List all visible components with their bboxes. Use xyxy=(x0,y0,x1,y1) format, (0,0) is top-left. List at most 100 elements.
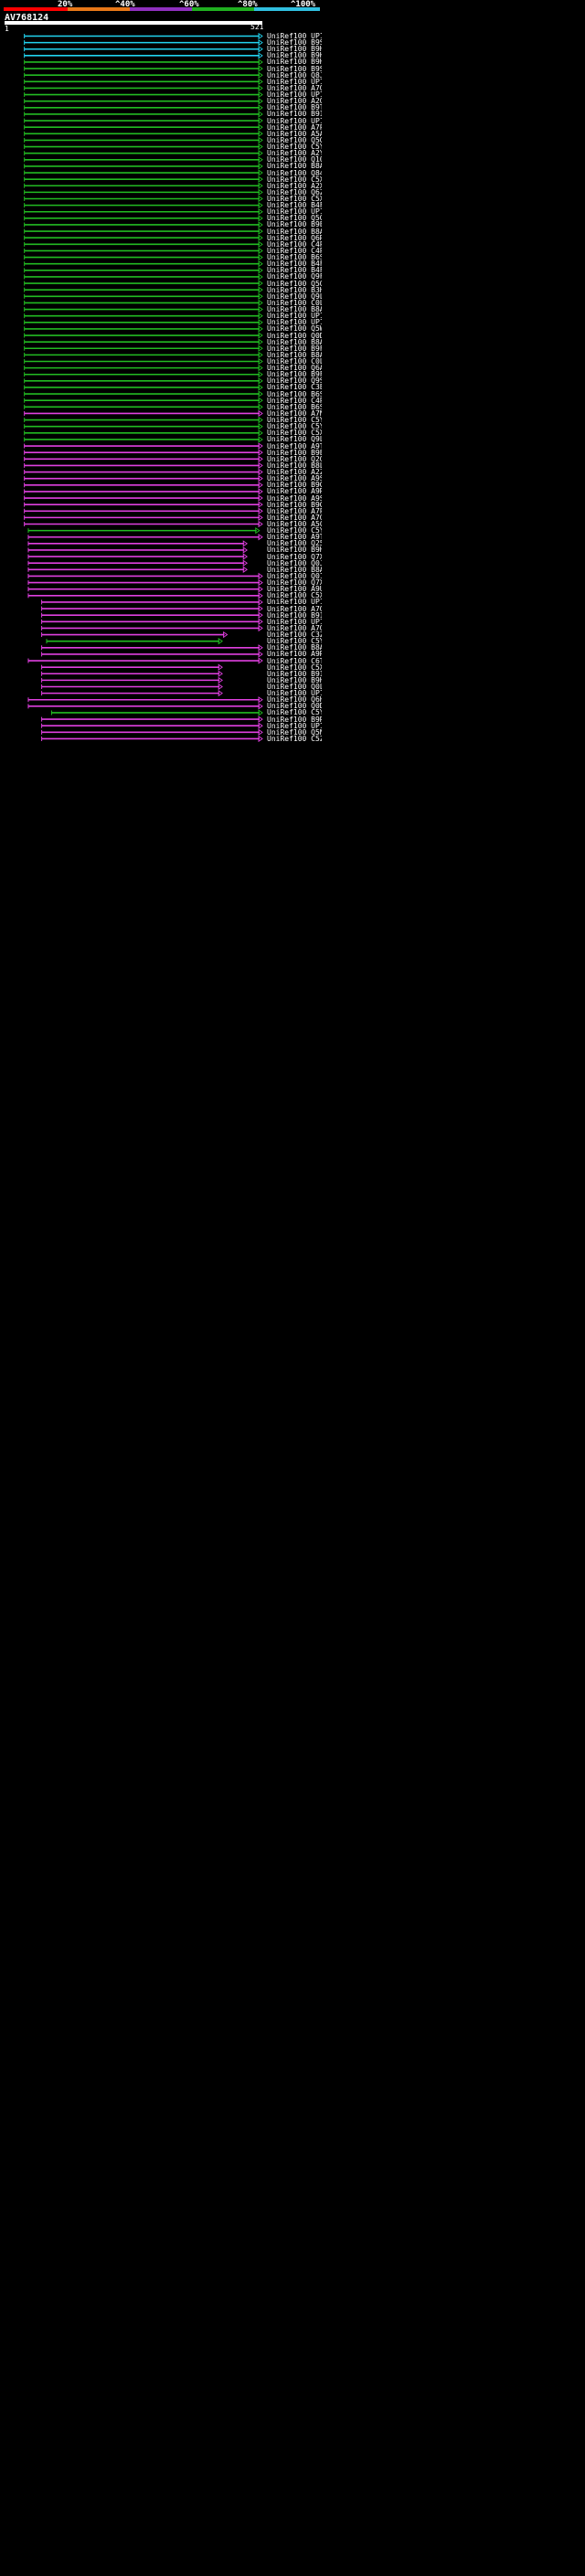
hit-bar[interactable] xyxy=(24,188,263,196)
hit-bar[interactable] xyxy=(41,644,263,652)
hit-label[interactable]: UniRef100_UP1000... xyxy=(267,313,322,320)
hit-label[interactable]: UniRef100_C5XL60 xyxy=(267,429,322,437)
hit-bar[interactable] xyxy=(27,566,249,574)
hit-bar[interactable] xyxy=(24,90,263,99)
hit-label[interactable]: UniRef100_B8A7N1 xyxy=(267,228,322,235)
hit-label[interactable]: UniRef100_B4F901 xyxy=(267,267,322,274)
hit-bar[interactable] xyxy=(24,468,263,476)
hit-bar[interactable] xyxy=(41,683,223,691)
hit-label[interactable]: UniRef100_C4PRU1 xyxy=(267,397,322,404)
hit-label[interactable]: UniRef100_B9I1X5 xyxy=(267,111,322,118)
hit-label[interactable]: UniRef100_Q259R0 xyxy=(267,540,322,547)
hit-bar[interactable] xyxy=(24,299,263,307)
hit-label[interactable]: UniRef100_Q0DZC2 xyxy=(267,703,322,710)
hit-label[interactable]: UniRef100_UP1000... xyxy=(267,33,322,39)
hit-label[interactable]: UniRef100_C5YWN8 xyxy=(267,527,322,535)
hit-label[interactable]: UniRef100_A2ZH86 xyxy=(267,469,322,476)
hit-bar[interactable] xyxy=(24,273,263,281)
hit-label[interactable]: UniRef100_Q6ATX3 xyxy=(267,365,322,372)
hit-label[interactable]: UniRef100_UP1000... xyxy=(267,91,322,99)
hit-label[interactable]: UniRef100_B9G0X0 xyxy=(267,482,322,489)
hit-bar[interactable] xyxy=(41,611,263,619)
hit-bar[interactable] xyxy=(24,260,263,268)
hit-label[interactable]: UniRef100_Q5Q1M6 xyxy=(267,280,322,287)
hit-label[interactable]: UniRef100_A7QFC1 xyxy=(267,624,322,631)
hit-bar[interactable] xyxy=(27,540,249,547)
hit-bar[interactable] xyxy=(27,534,263,541)
hit-label[interactable]: UniRef100_B4FRW7 xyxy=(267,202,322,209)
hit-bar[interactable] xyxy=(24,507,263,514)
hit-label[interactable]: UniRef100_Q0JEK0 xyxy=(267,559,322,567)
hit-bar[interactable] xyxy=(24,123,263,131)
hit-label[interactable]: UniRef100_A2Y7E2 xyxy=(267,150,322,157)
hit-label[interactable]: UniRef100_B9T7R3 xyxy=(267,104,322,111)
hit-label[interactable]: UniRef100_A9SV34 xyxy=(267,475,322,482)
hit-bar[interactable] xyxy=(24,338,263,345)
hit-bar[interactable] xyxy=(24,357,263,366)
hit-label[interactable]: UniRef100_Q5GM36 xyxy=(267,215,322,222)
hit-bar[interactable] xyxy=(24,163,263,170)
hit-label[interactable]: UniRef100_Q84N81 xyxy=(267,169,322,176)
hit-bar[interactable] xyxy=(24,65,263,72)
hit-bar[interactable] xyxy=(24,182,263,189)
hit-bar[interactable] xyxy=(24,156,263,164)
hit-bar[interactable] xyxy=(24,280,263,287)
hit-bar[interactable] xyxy=(27,559,249,567)
hit-label[interactable]: UniRef100_A2X675 xyxy=(267,182,322,189)
hit-label[interactable]: UniRef100_C3EBJ0 xyxy=(267,384,322,391)
hit-label[interactable]: UniRef100_B9HHU2 xyxy=(267,46,322,53)
hit-label[interactable]: UniRef100_Q5W765 xyxy=(267,325,322,333)
hit-label[interactable]: UniRef100_B6SU84 xyxy=(267,403,322,410)
hit-label[interactable]: UniRef100_C5XFP6 xyxy=(267,196,322,202)
hit-bar[interactable] xyxy=(41,651,263,658)
hit-label[interactable]: UniRef100_UP1000... xyxy=(267,599,322,606)
hit-bar[interactable] xyxy=(24,482,263,489)
hit-bar[interactable] xyxy=(24,461,263,470)
hit-label[interactable]: UniRef100_Q5N802 xyxy=(267,728,322,736)
hit-label[interactable]: UniRef100_UP1000... xyxy=(267,208,322,216)
hit-label[interactable]: UniRef100_C5YQ23 xyxy=(267,423,322,430)
hit-label[interactable]: UniRef100_C0LGQ7 xyxy=(267,358,322,365)
hit-label[interactable]: UniRef100_Q7XU76 xyxy=(267,579,322,587)
hit-bar[interactable] xyxy=(41,624,263,632)
hit-bar[interactable] xyxy=(24,46,263,53)
hit-bar[interactable] xyxy=(24,449,263,456)
hit-bar[interactable] xyxy=(24,351,263,359)
hit-label[interactable]: UniRef100_C5YZY4 xyxy=(267,143,322,151)
hit-bar[interactable] xyxy=(41,605,263,612)
hit-label[interactable]: UniRef100_B9IPW6 xyxy=(267,670,322,677)
hit-label[interactable]: UniRef100_C5XGH8 xyxy=(267,592,322,599)
hit-bar[interactable] xyxy=(24,247,263,255)
hit-bar[interactable] xyxy=(24,98,263,105)
hit-bar[interactable] xyxy=(24,292,263,300)
hit-label[interactable]: UniRef100_B9FPZ7 xyxy=(267,345,322,352)
hit-label[interactable]: UniRef100_A9RZP7 xyxy=(267,488,322,495)
hit-bar[interactable] xyxy=(24,494,263,502)
hit-bar[interactable] xyxy=(24,84,263,92)
hit-label[interactable]: UniRef100_A7P4B3 xyxy=(267,507,322,514)
hit-bar[interactable] xyxy=(24,234,263,241)
hit-bar[interactable] xyxy=(27,657,263,664)
hit-bar[interactable] xyxy=(24,514,263,522)
hit-bar[interactable] xyxy=(24,520,263,528)
hit-label[interactable]: UniRef100_B8A237 xyxy=(267,306,322,313)
hit-label[interactable]: UniRef100_Q8J000 xyxy=(267,71,322,79)
hit-label[interactable]: UniRef100_Q9FGD7 xyxy=(267,273,322,281)
hit-label[interactable]: UniRef100_C6T3M4 xyxy=(267,657,322,664)
hit-label[interactable]: UniRef100_B9EYK4 xyxy=(267,221,322,228)
hit-bar[interactable] xyxy=(24,474,263,482)
hit-bar[interactable] xyxy=(24,371,263,378)
hit-bar[interactable] xyxy=(24,364,263,372)
hit-bar[interactable] xyxy=(24,221,263,228)
hit-bar[interactable] xyxy=(24,149,263,157)
hit-bar[interactable] xyxy=(24,501,263,508)
hit-label[interactable]: UniRef100_B9HSX6 xyxy=(267,52,322,59)
hit-bar[interactable] xyxy=(27,572,263,580)
hit-label[interactable]: UniRef100_B8AXD4 xyxy=(267,566,322,573)
hit-label[interactable]: UniRef100_Q5GMM3 xyxy=(267,136,322,143)
hit-label[interactable]: UniRef100_Q0LHP4 xyxy=(267,684,322,690)
hit-label[interactable]: UniRef100_C5XYA5 xyxy=(267,663,322,671)
hit-label[interactable]: UniRef100_B8AXS2 xyxy=(267,338,322,345)
hit-label[interactable]: UniRef100_B9RMZ3 xyxy=(267,716,322,723)
hit-label[interactable]: UniRef100_A7NYB0 xyxy=(267,409,322,417)
